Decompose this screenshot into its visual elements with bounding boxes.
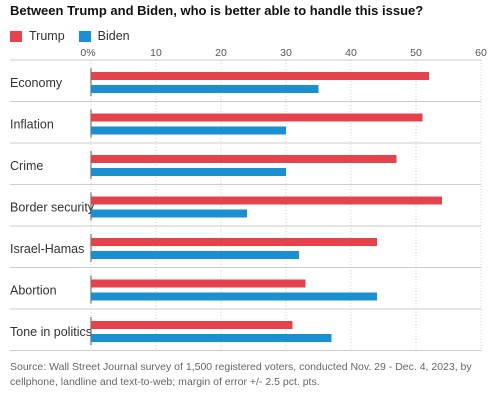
x-tick-label: 20 — [215, 47, 227, 59]
source-note: Source: Wall Street Journal survey of 1,… — [10, 361, 472, 388]
legend-item-trump: Trump — [10, 29, 65, 43]
x-tick-label: 60 — [475, 47, 487, 59]
bar-biden — [91, 126, 286, 135]
x-tick-label: 10 — [150, 47, 162, 59]
bar-biden — [91, 209, 247, 218]
legend-item-biden: Biden — [78, 29, 130, 43]
category-label: Inflation — [10, 118, 54, 132]
x-tick-label: 40 — [345, 47, 357, 59]
bar-trump — [91, 196, 442, 205]
bar-biden — [91, 292, 377, 301]
bar-trump — [91, 113, 423, 122]
x-tick-label: 0% — [80, 47, 95, 59]
bar-trump — [91, 155, 397, 163]
legend-label-biden: Biden — [97, 29, 130, 43]
bar-biden — [91, 251, 299, 259]
legend-swatch-trump — [10, 30, 22, 42]
category-label: Israel-Hamas — [10, 242, 84, 256]
bar-trump — [91, 279, 306, 288]
category-label: Tone in politics — [10, 325, 92, 339]
category-label: Abortion — [10, 284, 57, 298]
bar-biden — [91, 168, 286, 176]
category-label: Economy — [10, 76, 63, 90]
category-label: Crime — [10, 159, 43, 173]
legend: Trump Biden — [10, 27, 144, 45]
bar-trump — [91, 321, 293, 329]
category-label: Border security — [10, 201, 95, 215]
bar-biden — [91, 334, 332, 342]
x-tick-label: 30 — [280, 47, 292, 59]
x-tick-label: 50 — [410, 47, 422, 59]
bar-trump — [91, 72, 429, 80]
bar-trump — [91, 238, 377, 246]
legend-swatch-biden — [78, 30, 91, 42]
bar-chart: 0% 10 20 30 40 50 60 Economy Inflation Crime Borde… — [10, 47, 487, 351]
legend-label-trump: Trump — [29, 29, 65, 43]
bar-biden — [91, 85, 319, 93]
chart-title: Between Trump and Biden, who is better a… — [10, 3, 424, 18]
